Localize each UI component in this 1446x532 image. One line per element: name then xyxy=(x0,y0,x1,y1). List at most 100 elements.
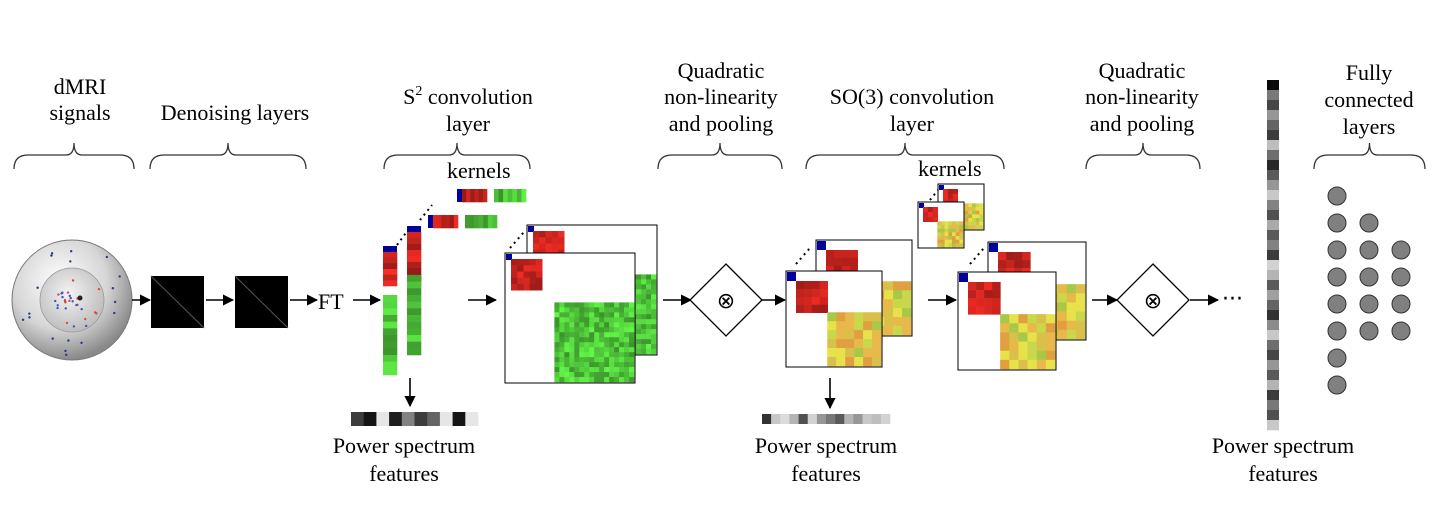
sphere-sample-dot xyxy=(64,307,67,310)
sphere-sample-dot xyxy=(28,316,31,319)
so3-conv-label-line2: layer xyxy=(890,111,935,136)
spectrum-cell xyxy=(351,412,364,426)
spectrum-cell xyxy=(880,414,891,424)
sphere-sample-dot xyxy=(65,353,68,357)
quad2-node: ⊗ xyxy=(1116,263,1190,337)
neuron-layer1 xyxy=(1327,348,1347,368)
neuron-layer1 xyxy=(1327,240,1347,260)
neuron-layer1 xyxy=(1327,294,1347,314)
spectrum-cell xyxy=(1267,130,1279,141)
sphere-sample-dot xyxy=(51,337,54,340)
power-spectrum-strip-2 xyxy=(762,414,891,424)
ps2-label-line2: features xyxy=(791,461,861,486)
spectrum-cell xyxy=(780,414,790,424)
spectrum-cell xyxy=(363,412,377,426)
s2-bar-green-1 xyxy=(383,295,398,376)
quad1-label-line2: non-linearity xyxy=(664,84,778,109)
neuron-layer3 xyxy=(1391,240,1411,260)
spectrum-cell xyxy=(762,414,772,424)
spectrum-cell xyxy=(1267,420,1279,431)
curly-brace-6 xyxy=(1085,142,1201,170)
sphere-sample-dot xyxy=(57,293,60,296)
spectrum-cell xyxy=(376,412,390,426)
sphere-sample-dot xyxy=(56,306,59,310)
spectrum-cell xyxy=(1267,120,1279,131)
sphere-sample-dot xyxy=(63,300,67,303)
spectrum-cell xyxy=(871,414,882,424)
dmri-sphere xyxy=(11,239,133,361)
spectrum-cell xyxy=(835,414,845,424)
denoising-label: Denoising layers xyxy=(161,100,309,125)
neuron-layer2 xyxy=(1359,240,1379,260)
power-spectrum-strip-1 xyxy=(351,412,479,426)
neuron-layer2 xyxy=(1359,294,1379,314)
spectrum-cell xyxy=(1267,290,1279,301)
fc-label-line2: connected xyxy=(1324,87,1413,112)
sphere-sample-dot xyxy=(105,255,109,259)
spectrum-cell xyxy=(1267,200,1279,211)
spectrum-cell xyxy=(414,412,428,426)
spectrum-cell xyxy=(1267,330,1279,341)
power-spectrum-column xyxy=(1267,80,1279,431)
sphere-sample-dot xyxy=(72,325,76,328)
sphere-sample-dot xyxy=(69,250,73,253)
spectrum-cell xyxy=(1267,310,1279,321)
spectrum-cell xyxy=(807,414,818,424)
spectrum-cell xyxy=(1267,100,1279,111)
spectrum-cell xyxy=(1267,90,1279,101)
fully-connected-neurons xyxy=(1327,186,1411,395)
s2-conv-label-line2: layer xyxy=(446,111,491,136)
sphere-sample-dot xyxy=(95,312,98,315)
spectrum-cell xyxy=(1267,350,1279,361)
so3-kernels xyxy=(917,183,985,249)
sphere-sample-dot xyxy=(66,291,70,294)
spectrum-cell xyxy=(816,414,827,424)
spectrum-cell xyxy=(862,414,873,424)
spectrum-cell xyxy=(427,412,441,426)
spectrum-cell xyxy=(439,412,453,426)
spectrum-cell xyxy=(789,414,799,424)
spectrum-cell xyxy=(853,414,863,424)
neuron-layer3 xyxy=(1391,267,1411,287)
spectrum-cell xyxy=(1267,410,1279,421)
curly-brace-1 xyxy=(13,142,135,170)
ps3-label-line1: Power spectrum xyxy=(1212,433,1354,458)
denoising-layer-1 xyxy=(150,275,205,329)
so3-dotted xyxy=(795,189,985,265)
dmri-label-line2: signals xyxy=(49,100,110,125)
spectrum-cell xyxy=(1267,180,1279,191)
s2-coefficient-bars xyxy=(383,226,422,376)
neuron-layer1 xyxy=(1327,267,1347,287)
sphere-sample-dot xyxy=(28,312,31,315)
kernels-label-2: kernels xyxy=(918,156,982,181)
s2-conv-label-line1: S2 convolution xyxy=(403,84,533,109)
sphere-sample-dot xyxy=(84,317,87,321)
spectrum-cell xyxy=(826,414,836,424)
otimes-icon-2: ⊗ xyxy=(1144,289,1162,314)
spectrum-cell xyxy=(798,414,809,424)
sphere-sample-dot xyxy=(50,254,53,257)
curly-brace-4 xyxy=(657,142,783,170)
s2-feature-maps xyxy=(504,224,658,384)
spectrum-cell xyxy=(1267,160,1279,171)
sphere-sample-dot xyxy=(56,304,59,307)
neuron-layer3 xyxy=(1391,321,1411,341)
sphere-sample-dot xyxy=(113,300,117,304)
otimes-icon-1: ⊗ xyxy=(717,289,735,314)
curly-brace-7 xyxy=(1313,142,1426,170)
quad2-label-line3: and pooling xyxy=(1090,111,1195,136)
spectrum-cell xyxy=(401,412,415,426)
sphere-sample-dot xyxy=(68,294,71,298)
s2-maps-dotted xyxy=(509,231,525,249)
s2-bar-green-2 xyxy=(407,275,422,356)
sphere-sample-dot xyxy=(65,321,69,325)
curly-brace-2 xyxy=(149,142,307,170)
s2-kernel-1 xyxy=(457,189,527,203)
spectrum-cell xyxy=(452,412,466,426)
quad2-label-line1: Quadratic xyxy=(1099,58,1186,83)
sphere-sample-dot xyxy=(54,299,57,303)
spectrum-cell xyxy=(1267,220,1279,231)
spectrum-cell xyxy=(1267,150,1279,161)
s2-feature-map-front xyxy=(504,252,636,384)
spectrum-cell xyxy=(1267,280,1279,291)
